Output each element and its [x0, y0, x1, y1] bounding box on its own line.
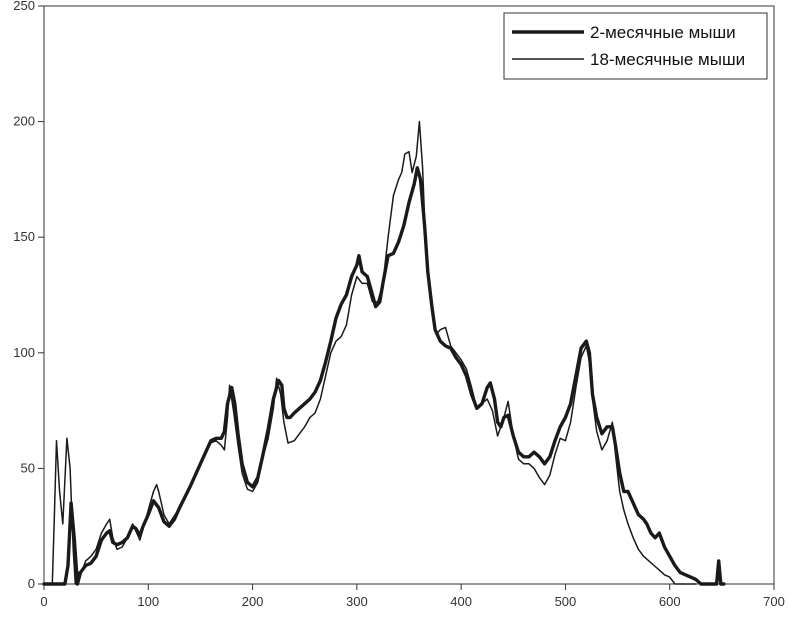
- y-tick-label: 200: [13, 114, 35, 129]
- x-tick-label: 0: [40, 594, 47, 609]
- x-tick-label: 700: [763, 594, 785, 609]
- y-tick-label: 50: [21, 460, 35, 475]
- x-tick-label: 100: [137, 594, 159, 609]
- legend-label: 18-месячные мыши: [590, 50, 745, 69]
- x-tick-label: 400: [450, 594, 472, 609]
- axes: 0 100 200 300 400 500 600 700 0 50 100 150 200 250: [13, 0, 785, 609]
- x-tick-label: 200: [242, 594, 264, 609]
- series-layer: [42, 120, 726, 586]
- x-tick-label: 300: [346, 594, 368, 609]
- y-tick-label: 100: [13, 345, 35, 360]
- plot-frame: [43, 5, 775, 585]
- y-tick-label: 250: [13, 0, 35, 13]
- y-tick-label: 150: [13, 229, 35, 244]
- x-tick-label: 600: [659, 594, 681, 609]
- legend-box: [503, 12, 768, 80]
- legend-label: 2-месячные мыши: [590, 23, 736, 42]
- series-line-2: [43, 120, 697, 585]
- x-tick-label: 500: [555, 594, 577, 609]
- legend: 2-месячные мыши 18-месячные мыши: [503, 12, 768, 80]
- y-tick-label: 0: [28, 576, 35, 591]
- series-line-1: [42, 166, 726, 586]
